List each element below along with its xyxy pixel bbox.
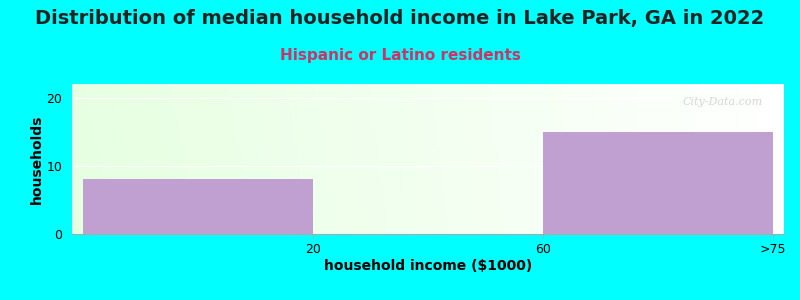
- Bar: [543, 132, 773, 234]
- Text: City-Data.com: City-Data.com: [682, 97, 762, 107]
- Y-axis label: households: households: [30, 114, 44, 204]
- X-axis label: household income ($1000): household income ($1000): [324, 259, 532, 273]
- Text: Distribution of median household income in Lake Park, GA in 2022: Distribution of median household income …: [35, 9, 765, 28]
- Text: Hispanic or Latino residents: Hispanic or Latino residents: [279, 48, 521, 63]
- Bar: [83, 179, 313, 234]
